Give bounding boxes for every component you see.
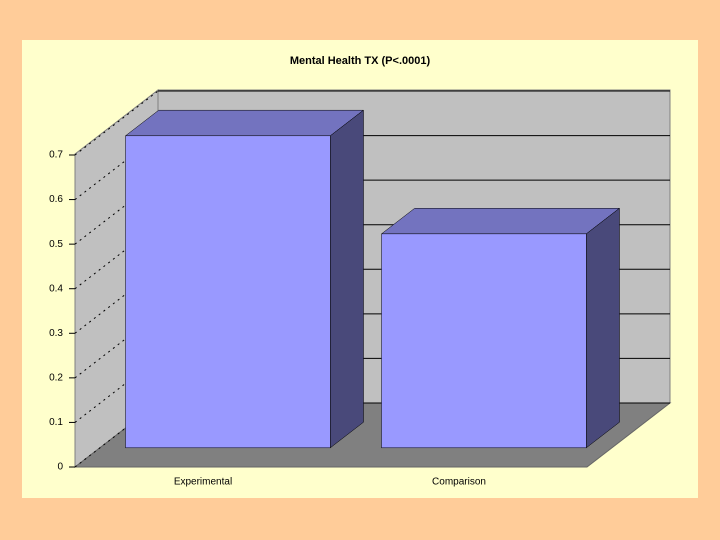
y-tick-label: 0.1 [49,417,63,428]
y-tick-label: 0 [57,462,63,473]
bar [125,135,331,449]
y-tick-label: 0.7 [49,150,63,161]
chart-title: Mental Health TX (P<.0001) [290,55,431,67]
bar-side [586,207,620,449]
bar-top [124,109,365,137]
bar-side [330,109,364,449]
bar [381,233,587,449]
bar-top [380,208,621,235]
x-tick-label: Comparison [432,477,486,488]
y-tick-label: 0.4 [49,283,63,294]
y-tick-label: 0.2 [49,372,63,383]
y-tick-label: 0.6 [49,194,63,205]
y-tick-label: 0.5 [49,239,63,250]
y-tick-label: 0.3 [49,328,63,339]
x-tick-label: Experimental [174,477,232,488]
